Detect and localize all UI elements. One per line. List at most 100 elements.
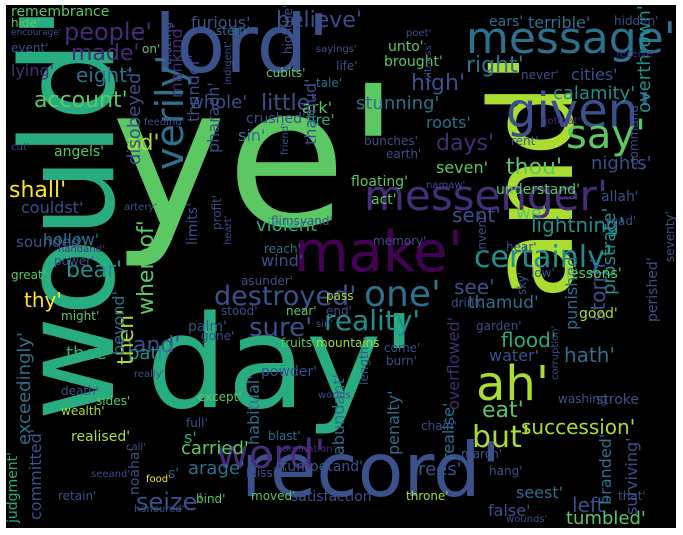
word-123: cut' [11, 142, 30, 153]
word-175: sides' [96, 394, 131, 408]
word-189: retain' [58, 489, 97, 503]
word-81: beyond' [109, 291, 128, 355]
word-188: food' [146, 474, 171, 485]
word-89: surviving' [622, 437, 641, 515]
word-9: make' [294, 220, 464, 285]
word-191: bind' [196, 492, 226, 506]
word-132: command' [627, 101, 641, 165]
word-171: washing [558, 392, 608, 406]
word-45: hand' [119, 333, 181, 358]
word-154: pass [326, 289, 354, 303]
word-6: message' [466, 13, 676, 64]
word-169: worlds [318, 390, 351, 401]
word-120: highthe' [281, 5, 295, 54]
word-67: thunder' [184, 54, 203, 122]
word-82: palm' [188, 319, 227, 335]
word-32: thou' [506, 155, 563, 180]
word-101: hide' [11, 16, 41, 30]
word-173: death' [61, 384, 99, 398]
word-148: asunder' [241, 274, 294, 288]
word-109: sayings' [316, 44, 357, 55]
word-107: indigent' [223, 41, 234, 85]
word-66: fire' [306, 111, 335, 129]
word-95: overflowed' [444, 316, 463, 410]
word-90: branded' [596, 433, 615, 505]
word-35: we' [516, 203, 547, 224]
word-48: whereof' [134, 220, 159, 315]
word-39: see' [454, 275, 495, 299]
word-85: punished' [562, 252, 581, 330]
word-113: brought' [384, 54, 443, 70]
word-38: thy' [24, 288, 62, 312]
word-0: ye' [111, 44, 400, 271]
word-168: except' [198, 390, 242, 404]
word-53: false' [488, 501, 531, 520]
word-150: low' [531, 266, 555, 280]
word-51: left' [572, 493, 610, 517]
word-4: lord' [154, 5, 330, 91]
word-8: messenger' [364, 171, 609, 220]
word-54: seest' [516, 483, 564, 502]
word-65: ark' [302, 98, 333, 117]
word-143: handand' [58, 244, 105, 255]
word-104: lying' [11, 61, 55, 80]
word-2: day' [146, 289, 417, 438]
word-197: s' [184, 428, 197, 447]
word-83: thamud' [468, 293, 539, 313]
word-42: hath' [564, 343, 615, 367]
word-13: one' [364, 274, 441, 315]
word-180: call' [126, 442, 146, 453]
word-127: friend' [280, 123, 291, 155]
word-137: flimsyand' [271, 214, 333, 228]
word-129: rent' [511, 134, 539, 148]
word-161: fruits' [281, 336, 316, 350]
word-167: powder' [261, 364, 318, 380]
word-74: floating' [351, 174, 408, 190]
word-44: succession' [521, 415, 636, 439]
word-184: nomination' [276, 444, 336, 455]
word-57: terrible' [528, 13, 591, 32]
word-160: gone' [201, 329, 235, 343]
word-96: habitual' [244, 375, 263, 445]
word-182: seeand' [91, 469, 131, 480]
word-26: account' [34, 88, 128, 113]
word-118: never' [521, 68, 559, 82]
word-23: eight' [76, 63, 133, 87]
word-144: great' [11, 268, 47, 282]
word-130: gotthat' [541, 116, 581, 127]
word-87: perished' [645, 257, 661, 322]
word-93: penalty' [384, 390, 403, 455]
word-46: path' [128, 343, 174, 364]
word-105: on' [142, 42, 161, 56]
word-70: pharaoh' [204, 82, 223, 153]
word-79: thee' [66, 343, 112, 364]
word-115: ears' [489, 14, 524, 30]
word-102: encourage' [11, 28, 62, 38]
word-92: abundant' [329, 373, 348, 455]
word-72: violent' [256, 215, 323, 236]
word-155: stood' [221, 304, 258, 318]
word-170: corruption' [550, 325, 561, 380]
word-36: lightning' [531, 213, 625, 237]
word-29: stunning' [356, 93, 440, 114]
word-138: heart' [223, 215, 234, 245]
word-27: little' [261, 91, 317, 116]
word-119: stern' [216, 24, 250, 38]
word-78: hollow' [43, 230, 100, 249]
word-49: seize' [136, 488, 204, 516]
word-31: ad' [126, 131, 160, 156]
word-158: garden' [476, 319, 522, 333]
word-152: sky' [515, 271, 529, 295]
word-69: disobeyed' [124, 67, 145, 165]
word-159: good' [579, 306, 618, 322]
word-179: blast' [268, 429, 301, 443]
word-146: limits' [185, 203, 201, 245]
word-10: say' [566, 112, 647, 158]
word-194: throne' [406, 489, 449, 503]
word-37: bear' [66, 258, 123, 283]
word-165: burn' [386, 354, 417, 368]
word-19: sure' [249, 313, 313, 343]
word-108: cubits' [266, 66, 306, 80]
word-178: realised' [71, 429, 131, 445]
